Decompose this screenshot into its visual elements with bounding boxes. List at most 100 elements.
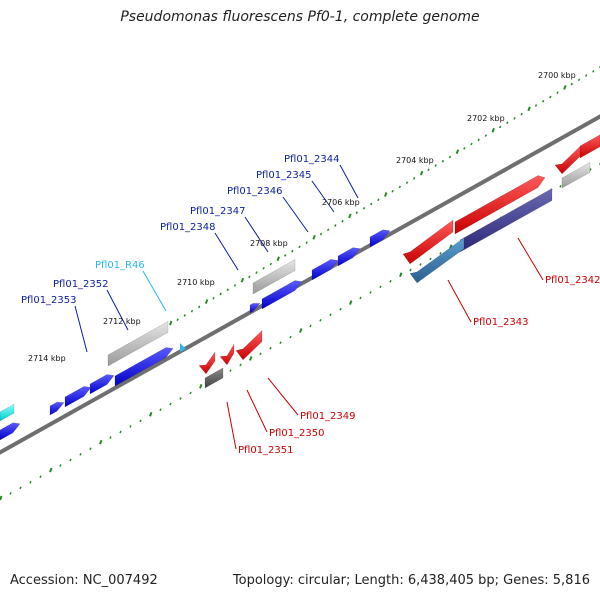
gene-feature [219,343,235,366]
leader-line [244,216,269,253]
leader-line [267,377,299,416]
leader-line [246,389,268,433]
scale-tick [592,69,595,73]
gene-label[interactable]: Pfl01_2351 [238,445,294,456]
scale-tick [239,363,242,367]
leader-line [311,180,335,213]
scale-tick [399,272,403,278]
scale-tick [527,106,531,112]
scale-tick [341,219,344,223]
gene-label[interactable]: Pfl01_2352 [53,279,109,290]
gene-label[interactable]: Pfl01_2344 [284,154,340,165]
scale-label: 2706 kbp [322,198,360,207]
scale-tick [439,251,442,255]
scale-tick [129,425,132,428]
scale-tick [584,74,588,77]
leader-line [74,305,88,353]
scale-tick [248,275,251,279]
gene-label[interactable]: Pfl01_2342 [545,275,600,286]
scale-label: 2702 kbp [467,114,505,123]
leader-line [214,232,239,271]
gene-feature [235,329,263,361]
scale-tick [491,127,495,133]
scale-tick [49,467,53,473]
scale-tick [199,383,203,389]
scale-tick [339,307,342,311]
scale-tick [329,313,332,317]
gene-label[interactable]: Pfl01_2348 [160,222,216,233]
gene-feature [198,351,216,375]
leader-line [226,401,237,450]
scale-tick [298,245,301,249]
gene-feature [64,386,92,408]
scale-tick [470,142,473,146]
pseudo-feature [561,161,591,189]
scale-ticks [0,65,600,501]
scale-tick [498,125,502,129]
scale-tick [279,341,282,345]
scale-tick [226,288,230,292]
gene-label[interactable]: Pfl01_2350 [269,428,325,439]
scale-tick [549,95,552,99]
scale-tick [204,299,209,304]
scale-tick [348,213,352,219]
scale-tick [477,138,480,142]
scale-label: 2710 kbp [177,278,215,287]
scale-tick [289,335,292,339]
scale-tick [379,285,382,289]
gene-label[interactable]: Pfl01_2349 [300,411,356,422]
scale-label: 2704 kbp [396,156,434,165]
scale-tick [240,277,245,283]
scale-tick [119,430,122,434]
scale-tick [233,284,237,287]
scale-tick [89,447,92,451]
scale-tick [229,369,232,372]
scale-tick [0,495,3,501]
scale-tick [326,228,330,232]
leader-line [142,270,167,312]
scale-tick [169,402,172,406]
scale-tick [249,356,253,361]
scale-tick [384,192,388,197]
scale-tick [299,328,303,333]
scale-tick [513,117,516,120]
scale-tick [183,314,187,317]
rna-feature [180,343,186,352]
gene-feature [369,229,391,248]
scale-tick [556,91,559,95]
gene-label[interactable]: Pfl01_2346 [227,186,283,197]
scale-tick [291,249,294,253]
scale-tick [169,320,173,326]
gene-label[interactable]: Pfl01_2347 [190,206,246,217]
scale-tick [212,296,215,300]
gene-features [0,134,600,441]
scale-tick [559,184,562,188]
genome-backbone [0,114,600,455]
scale-tick [377,198,380,202]
gene-feature [204,367,224,389]
gene-feature [0,422,21,441]
scale-tick [419,170,424,176]
scale-tick [448,155,452,159]
scale-label: 2714 kbp [28,354,66,363]
leader-line [517,237,544,281]
gene-label[interactable]: Pfl01_2343 [473,317,529,328]
scale-tick [312,234,316,240]
gene-label[interactable]: Pfl01_R46 [95,260,145,271]
scale-tick [563,85,567,90]
scale-label: 2712 kbp [103,317,141,326]
scale-tick [149,411,153,417]
scale-tick [69,458,72,462]
scale-label: 2708 kbp [250,239,288,248]
scale-tick [541,99,545,103]
scale-tick [139,419,142,423]
scale-tick [59,464,62,467]
scale-tick [427,168,430,172]
gene-feature [249,303,261,314]
gene-label[interactable]: Pfl01_2353 [21,295,77,306]
scale-tick [355,211,359,214]
gene-label[interactable]: Pfl01_2345 [256,170,312,181]
scale-tick [349,300,353,305]
scale-tick [219,292,222,296]
